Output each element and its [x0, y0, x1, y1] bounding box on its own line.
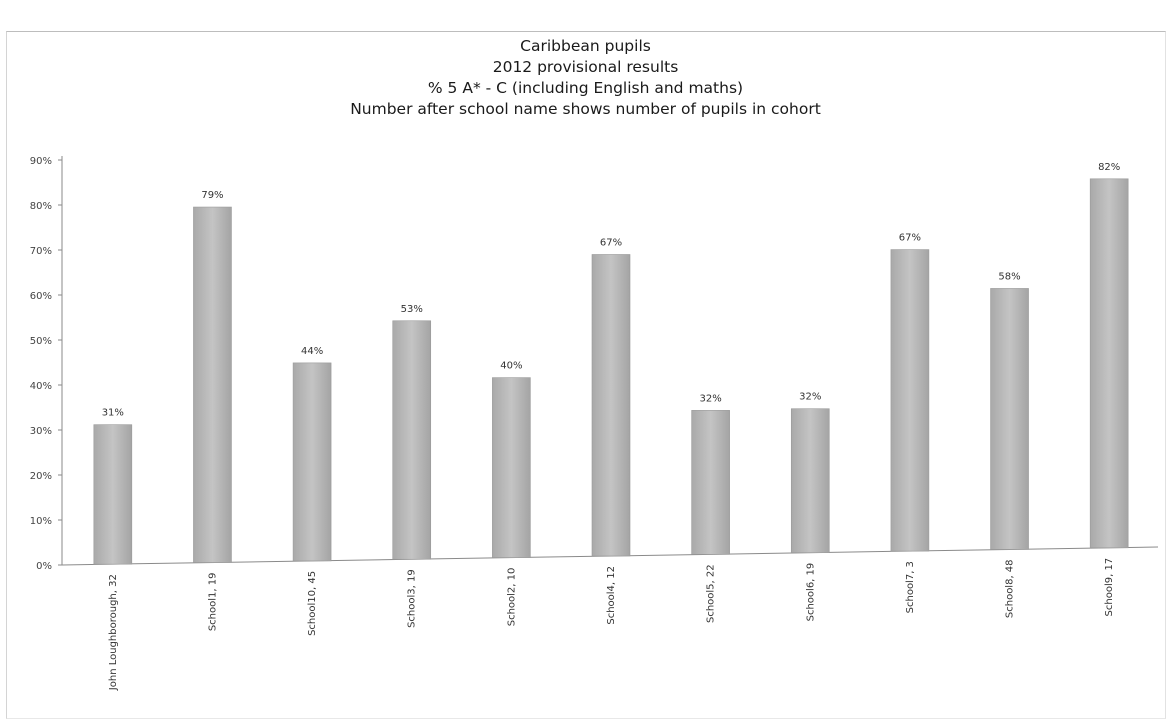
- data-labels: 31% 79% 44% 53% 40% 67% 32% 32% 67% 58% 82%: [102, 162, 1121, 419]
- bar: [492, 377, 531, 558]
- y-tick-label: 30%: [30, 426, 52, 437]
- data-label: 53%: [401, 304, 423, 315]
- category-label: School3, 19: [407, 569, 418, 628]
- category-labels: John Loughborough, 32 School1, 19 School10…: [108, 558, 1115, 691]
- y-tick-label: 60%: [30, 291, 52, 302]
- y-tick-label: 80%: [30, 201, 52, 212]
- data-label: 58%: [998, 271, 1020, 282]
- y-tick-label: 90%: [30, 156, 52, 167]
- bar: [292, 362, 332, 562]
- category-label: School7, 3: [905, 561, 916, 613]
- category-label: School4, 12: [606, 566, 617, 625]
- data-label: 82%: [1098, 162, 1120, 173]
- category-label: School10, 45: [307, 571, 318, 636]
- y-tick-label: 50%: [30, 336, 52, 347]
- chart-frame: [6, 31, 1166, 719]
- y-axis: 0% 10% 20% 30% 40% 50% 60% 70% 80% 90%: [30, 156, 63, 572]
- data-label: 67%: [600, 237, 622, 248]
- category-label: School2, 10: [506, 568, 517, 627]
- y-tick-label: 40%: [30, 381, 52, 392]
- category-label: School5, 22: [706, 564, 717, 623]
- data-label: 44%: [301, 346, 323, 357]
- data-label: 79%: [201, 190, 223, 201]
- category-label: School8, 48: [1005, 559, 1016, 618]
- bar: [193, 206, 232, 563]
- category-label: School9, 17: [1104, 558, 1115, 617]
- bar: [392, 320, 432, 560]
- bar-series: [93, 178, 1129, 565]
- bar: [591, 254, 631, 557]
- chart-title-line-3: % 5 A* - C (including English and maths): [427, 79, 744, 97]
- y-tick-label: 0%: [36, 561, 52, 572]
- y-tick-label: 70%: [30, 246, 52, 257]
- bar: [790, 408, 830, 554]
- bar: [93, 424, 133, 565]
- y-tick-label: 10%: [30, 516, 52, 527]
- data-label: 67%: [899, 233, 921, 244]
- chart-title-line-4: Number after school name shows number of…: [350, 100, 821, 118]
- data-label: 32%: [799, 392, 821, 403]
- chart-title: Caribbean pupils 2012 provisional result…: [0, 36, 1171, 120]
- bar: [691, 410, 730, 555]
- category-label: John Loughborough, 32: [108, 574, 119, 691]
- category-label: School6, 19: [805, 563, 816, 622]
- y-tick-label: 20%: [30, 471, 52, 482]
- bar: [890, 249, 930, 552]
- data-label: 40%: [500, 361, 522, 372]
- category-label: School1, 19: [207, 573, 218, 632]
- data-label: 32%: [700, 393, 722, 404]
- data-label: 31%: [102, 408, 124, 419]
- bar: [990, 288, 1029, 550]
- chart-title-line-2: 2012 provisional results: [492, 58, 679, 76]
- chart-title-line-1: Caribbean pupils: [520, 37, 651, 55]
- bar: [1089, 178, 1129, 549]
